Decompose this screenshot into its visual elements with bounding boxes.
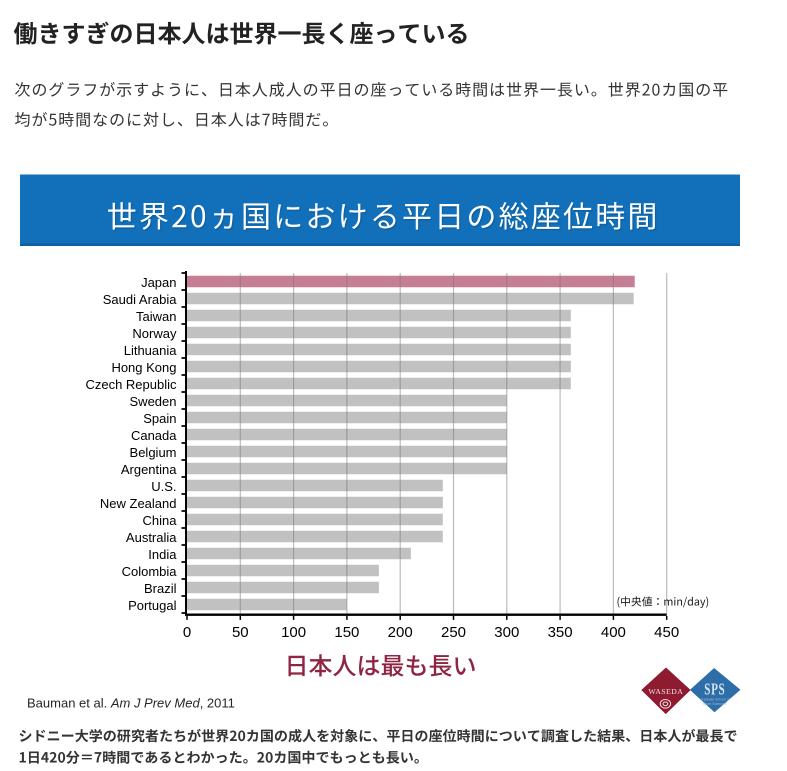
svg-text:Japan: Japan [141, 275, 176, 290]
svg-text:Saudi Arabia: Saudi Arabia [103, 292, 177, 307]
svg-text:Australia: Australia [126, 530, 177, 545]
svg-text:150: 150 [334, 624, 359, 641]
svg-text:Brazil: Brazil [144, 581, 177, 596]
svg-text:India: India [148, 547, 177, 562]
svg-text:Taiwan: Taiwan [136, 309, 176, 324]
svg-text:300: 300 [494, 624, 519, 641]
svg-text:200: 200 [388, 624, 413, 641]
svg-text:WASEDA: WASEDA [648, 687, 683, 696]
svg-text:Spain: Spain [143, 411, 176, 426]
svg-text:Czech Republic: Czech Republic [85, 377, 177, 392]
svg-text:Belgium: Belgium [130, 445, 177, 460]
svg-text:Graduate School of: Graduate School of [700, 698, 730, 702]
svg-text:Bauman et al. Am J Prev Med, 2: Bauman et al. Am J Prev Med, 2011 [27, 696, 235, 711]
svg-text:450: 450 [654, 624, 679, 641]
svg-text:Lithuania: Lithuania [124, 343, 178, 358]
svg-text:250: 250 [441, 624, 466, 641]
svg-text:Norway: Norway [132, 326, 177, 341]
svg-text:100: 100 [281, 624, 306, 641]
svg-text:50: 50 [232, 624, 249, 641]
svg-text:Colombia: Colombia [122, 564, 178, 579]
svg-text:Canada: Canada [131, 428, 177, 443]
svg-text:350: 350 [548, 624, 573, 641]
svg-text:New Zealand: New Zealand [100, 496, 177, 511]
svg-text:Sweden: Sweden [130, 394, 177, 409]
svg-text:Hong Kong: Hong Kong [111, 360, 176, 375]
svg-text:Sport Sciences: Sport Sciences [703, 702, 727, 706]
svg-text:U.S.: U.S. [151, 479, 176, 494]
svg-text:400: 400 [601, 624, 626, 641]
svg-text:China: China [143, 513, 178, 528]
svg-text:0: 0 [183, 624, 191, 641]
svg-text:Portugal: Portugal [128, 598, 177, 613]
svg-text:Argentina: Argentina [121, 462, 177, 477]
svg-text:SPS: SPS [704, 680, 725, 699]
